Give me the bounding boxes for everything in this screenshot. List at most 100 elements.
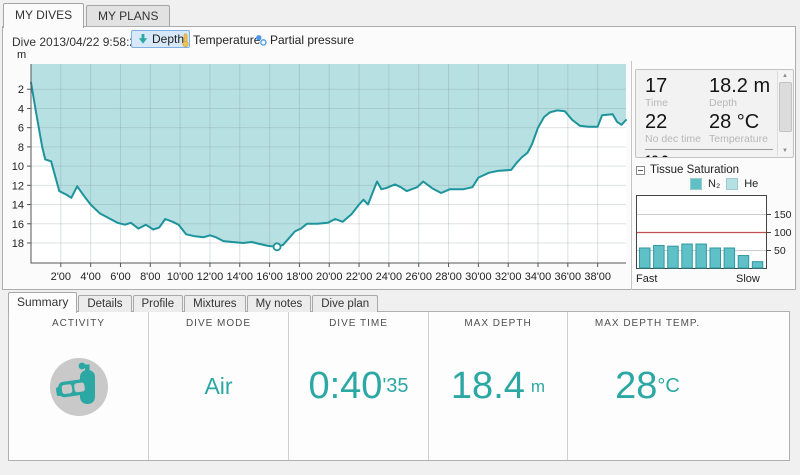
depth-toggle-label: Depth [152, 32, 185, 46]
max-depth-unit: m [530, 376, 546, 396]
partial-pressure-toggle-button[interactable]: Partial pressure [249, 31, 360, 49]
he-legend-label: He [744, 178, 759, 190]
no-dec-time-value: 22 [645, 111, 668, 133]
tab-my-notes[interactable]: My notes [246, 295, 312, 312]
tissue-saturation-title: Tissue Saturation [650, 164, 740, 176]
max-depth-column: MAX DEPTH 18.4 m [429, 312, 568, 460]
x-tick-label: 36'00 [555, 271, 582, 283]
tissue-bar [653, 244, 665, 269]
max-depth-header: MAX DEPTH [464, 318, 532, 329]
x-tick-label: 22'00 [346, 271, 373, 283]
x-tick-label: 30'00 [465, 271, 492, 283]
tissue-bar [751, 261, 764, 269]
tissue-bar [723, 247, 736, 269]
y-tick-label: 18 [12, 238, 24, 250]
time-label: Time [645, 97, 668, 109]
tissue-bar [667, 245, 679, 269]
dive-mode-text: Air [204, 373, 233, 399]
dive-time-value: 0:40'35 [289, 329, 428, 460]
tissue-bar [737, 255, 750, 269]
x-tick-label: 2'00 [51, 271, 71, 283]
info-no-dec-time: 22 No dec time [645, 111, 709, 147]
dive-stats-panel: 17 Time 18.2 m Depth 22 No dec time 28 °… [631, 61, 797, 290]
scroll-up-icon[interactable]: ▲ [782, 73, 788, 79]
dive-profile-chart: 2 4 6 8 10 12 14 16 18 2'00 4'00 6'00 8'00 10'00 12'00… [12, 49, 627, 283]
depth-toggle-button[interactable]: Depth [131, 30, 191, 48]
thermometer-icon [182, 33, 189, 47]
y-tick-label: 2 [18, 84, 24, 96]
tab-details[interactable]: Details [78, 295, 132, 312]
activity-column: ACTIVITY [9, 312, 149, 460]
tissue-tick-label: 100 [774, 227, 792, 239]
x-tick-label: 26'00 [405, 271, 432, 283]
depth-label: Depth [709, 97, 738, 109]
dive-mode-value: Air [149, 329, 288, 460]
dive-info-box: 17 Time 18.2 m Depth 22 No dec time 28 °… [635, 69, 794, 158]
x-tick-label: 38'00 [584, 271, 611, 283]
max-depth-value-cell: 18.4 m [429, 329, 567, 460]
tab-dive-plan[interactable]: Dive plan [312, 295, 379, 312]
info-time: 17 Time [645, 75, 709, 111]
depth-profile-line [30, 81, 627, 248]
y-tick-label: 16 [12, 219, 24, 231]
tissue-bar [695, 243, 707, 269]
y-axis-unit-label: m [17, 49, 26, 61]
depth-value: 18.2 m [709, 75, 771, 97]
max-depth-temp-number: 28 [615, 365, 658, 407]
info-scrollbar[interactable]: ▲ ▼ [777, 71, 792, 156]
n2-legend-label: N₂ [708, 178, 721, 190]
chart-axes [30, 64, 626, 264]
x-tick-label: 28'00 [435, 271, 462, 283]
info-ceiling: -- Ceiling [709, 153, 773, 157]
max-depth-value: 18.2 m [645, 153, 709, 157]
x-tick-label: 10'00 [167, 271, 194, 283]
activity-value [9, 329, 148, 460]
x-tick-label: 32'00 [495, 271, 522, 283]
max-depth-temp-header: MAX DEPTH TEMP. [594, 318, 701, 329]
slow-label: Slow [736, 273, 760, 285]
x-tick-label: 16'00 [256, 271, 283, 283]
activity-header: ACTIVITY [51, 318, 105, 329]
y-tick-label: 12 [12, 180, 24, 192]
he-swatch [726, 178, 739, 190]
temperature-toggle-button[interactable]: Temperature [175, 31, 266, 49]
y-tick-label: 4 [18, 103, 24, 115]
tab-my-dives[interactable]: MY DIVES [3, 3, 85, 28]
tissue-saturation-header: Tissue Saturation [636, 164, 739, 176]
time-value: 17 [645, 75, 668, 97]
depth-area-fill [31, 64, 626, 247]
max-depth-temp-column: MAX DEPTH TEMP. 28 °C [568, 312, 789, 460]
dive-profile-panel: Dive 2013/04/22 9:58:27 Depth Temperatur… [2, 26, 796, 290]
max-depth-temp-value: 28 °C [568, 329, 727, 460]
tab-profile[interactable]: Profile [132, 295, 184, 312]
tissue-bar [639, 247, 651, 269]
collapse-icon[interactable] [636, 165, 645, 175]
info-max-depth: 18.2 m Max depth [645, 153, 709, 157]
n2-swatch [690, 178, 702, 190]
tab-mixtures[interactable]: Mixtures [184, 295, 246, 312]
info-separator [645, 149, 773, 150]
dive-mode-column: DIVE MODE Air [149, 312, 289, 460]
tab-summary[interactable]: Summary [8, 292, 78, 313]
x-tick-label: 8'00 [140, 271, 160, 283]
scrollbar-thumb[interactable] [779, 82, 792, 132]
summary-panel: ACTIVITY DIVE MODE [8, 311, 790, 461]
dive-time-header: DIVE TIME [329, 318, 388, 329]
dive-time-main: 0:40 [308, 365, 383, 407]
ceiling-value: -- [709, 153, 773, 157]
x-tick-label: 4'00 [80, 271, 100, 283]
dive-title: Dive 2013/04/22 9:58:27 [12, 35, 143, 49]
y-tick-label: 8 [18, 142, 24, 154]
x-tick-label: 34'00 [525, 271, 552, 283]
x-tick-label: 20'00 [316, 271, 343, 283]
temperature-value: 28 °C [709, 111, 760, 133]
tab-my-plans[interactable]: MY PLANS [86, 5, 171, 26]
detail-tab-bar: Summary Details Profile Mixtures My note… [8, 292, 379, 313]
info-depth: 18.2 m Depth [709, 75, 773, 111]
dive-time-seconds: '35 [382, 375, 409, 397]
scroll-down-icon[interactable]: ▼ [782, 148, 788, 154]
dive-time-column: DIVE TIME 0:40'35 [289, 312, 429, 460]
x-tick-label: 24'00 [376, 271, 403, 283]
max-depth-number: 18.4 [450, 365, 525, 407]
